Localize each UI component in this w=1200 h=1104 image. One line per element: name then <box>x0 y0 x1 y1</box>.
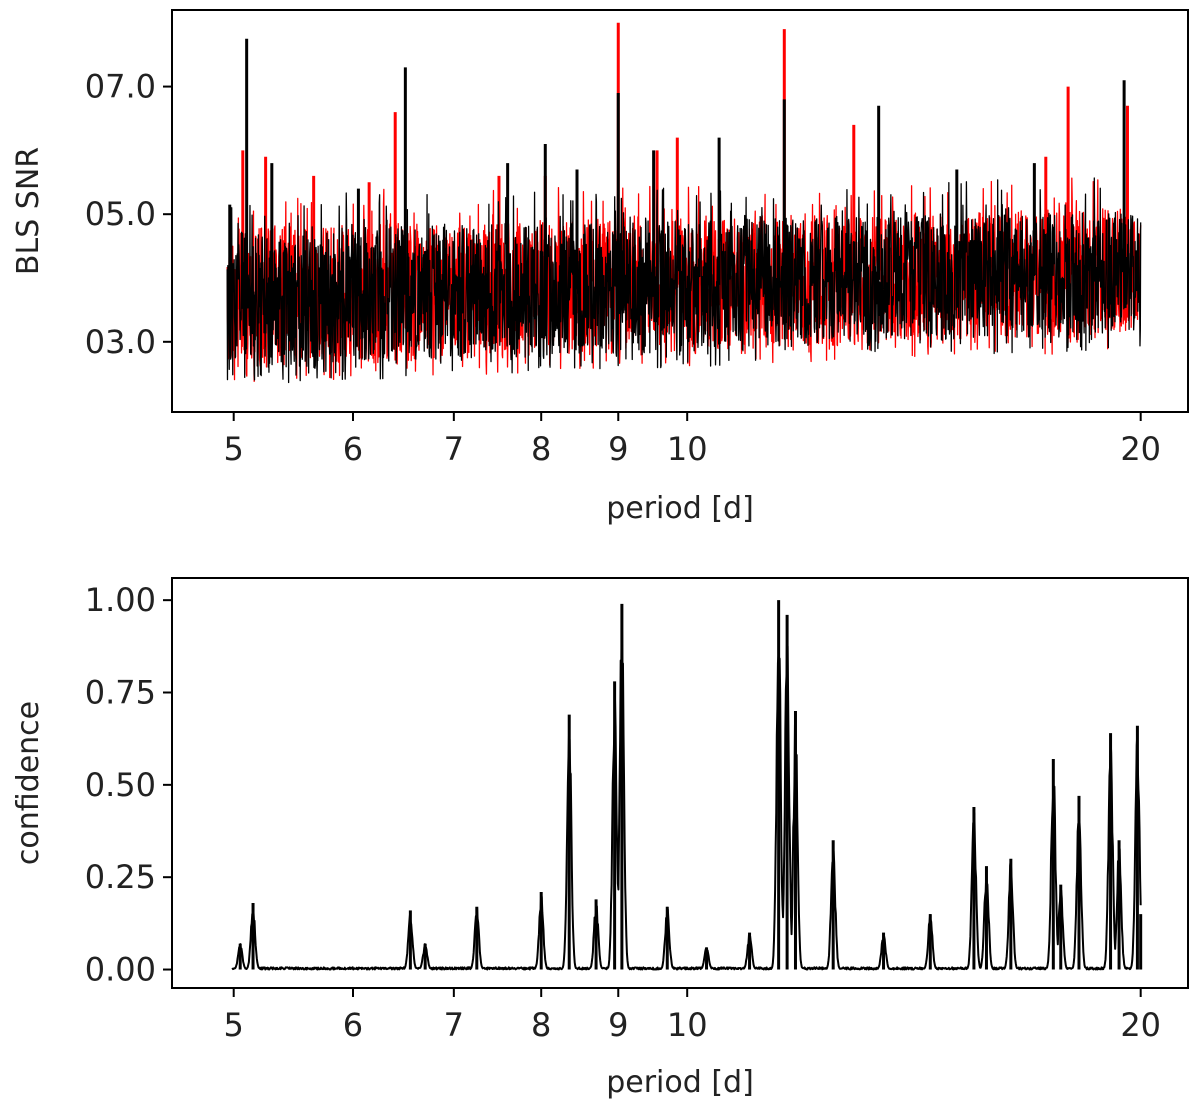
confidence-x-tick-label: 5 <box>224 1006 244 1044</box>
snr-x-tick-label: 6 <box>343 430 363 468</box>
snr-plot-lines <box>226 22 1142 384</box>
snr-y-tick-label: 05.0 <box>85 195 156 233</box>
snr-x-ticks: 5 6 7 8 9 10 20 <box>224 412 1161 468</box>
confidence-x-tick-label: 9 <box>608 1006 628 1044</box>
confidence-series-line-0 <box>231 604 1142 971</box>
snr-series-line-1 <box>226 177 1142 384</box>
snr-panel: 5 6 7 8 9 10 20 03.0 05.0 07.0 period [d] BLS SN… <box>11 9 1189 526</box>
snr-x-tick-label: 7 <box>444 430 464 468</box>
confidence-y-tick-label: 0.75 <box>85 674 156 712</box>
snr-x-tick-label: 8 <box>531 430 551 468</box>
confidence-panel: 5 6 7 8 9 10 20 0.00 0.25 0.50 0.75 1.00 period [d… <box>11 577 1189 1100</box>
confidence-x-tick-label: 10 <box>667 1006 708 1044</box>
confidence-x-tick-label: 7 <box>444 1006 464 1044</box>
snr-y-ticks: 03.0 05.0 07.0 <box>85 68 172 361</box>
snr-x-axis-label: period [d] <box>606 491 754 526</box>
confidence-y-tick-label: 0.00 <box>85 951 156 989</box>
confidence-x-ticks: 5 6 7 8 9 10 20 <box>224 988 1161 1044</box>
confidence-y-axis-label: confidence <box>11 701 46 865</box>
confidence-axes-frame <box>171 577 1189 989</box>
snr-x-tick-label: 5 <box>224 430 244 468</box>
snr-x-tick-label: 10 <box>667 430 708 468</box>
snr-x-tick-label: 20 <box>1120 430 1161 468</box>
confidence-plot-lines <box>231 600 1143 971</box>
confidence-y-tick-label: 0.50 <box>85 766 156 804</box>
snr-axes-frame <box>171 9 1189 413</box>
snr-y-tick-label: 07.0 <box>85 68 156 106</box>
confidence-y-tick-label: 1.00 <box>85 581 156 619</box>
confidence-x-axis-label: period [d] <box>606 1065 754 1100</box>
confidence-y-ticks: 0.00 0.25 0.50 0.75 1.00 <box>85 581 172 989</box>
confidence-y-tick-label: 0.25 <box>85 858 156 896</box>
confidence-x-tick-label: 6 <box>343 1006 363 1044</box>
snr-y-tick-label: 03.0 <box>85 323 156 361</box>
snr-x-tick-label: 9 <box>608 430 628 468</box>
snr-y-axis-label: BLS SNR <box>11 147 46 275</box>
confidence-x-tick-label: 8 <box>531 1006 551 1044</box>
confidence-x-tick-label: 20 <box>1120 1006 1161 1044</box>
